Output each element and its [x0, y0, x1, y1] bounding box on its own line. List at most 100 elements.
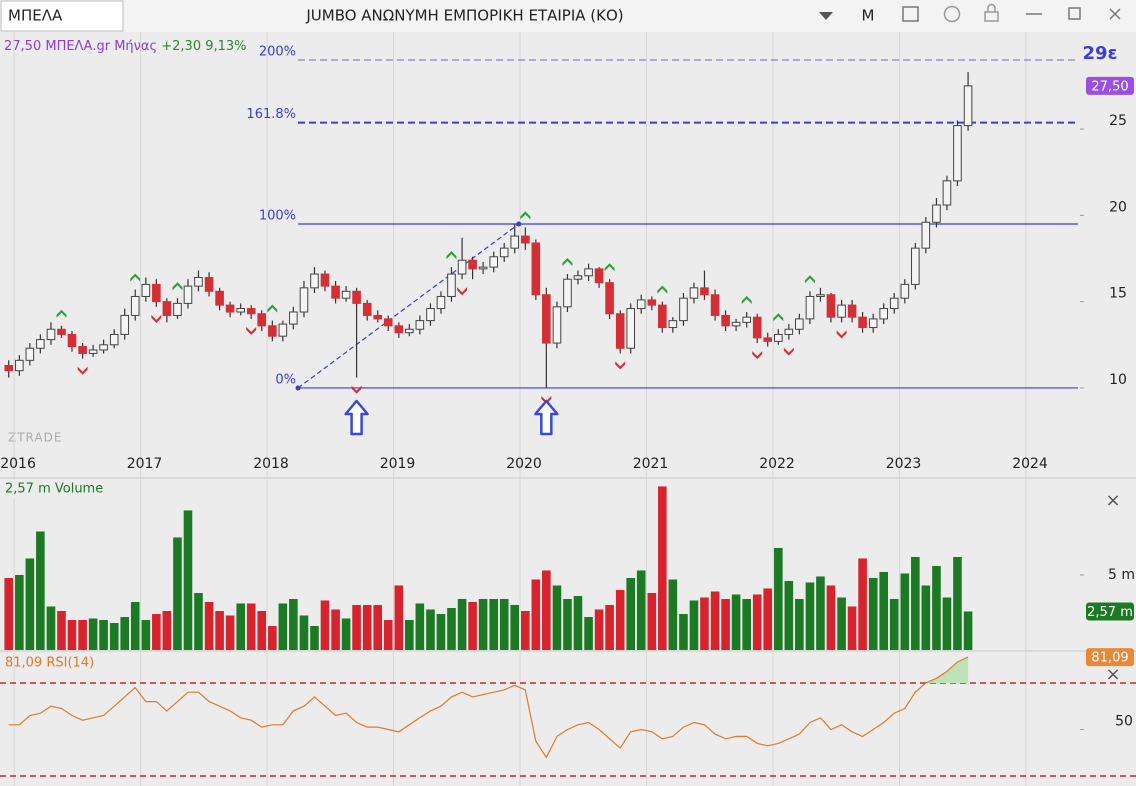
volume-bar — [352, 604, 361, 650]
candle-up — [310, 273, 319, 289]
volume-bar — [921, 585, 931, 650]
candle-up — [573, 275, 583, 280]
candle-up — [88, 349, 98, 354]
candle-down — [57, 328, 66, 335]
panel-close[interactable]: × — [1105, 490, 1120, 511]
volume-bar — [847, 606, 857, 650]
candle-up — [900, 283, 910, 299]
trendline-point — [516, 221, 522, 227]
candle-down — [362, 302, 372, 316]
volume-bar — [204, 601, 214, 650]
volume-bar — [932, 565, 941, 650]
volume-bar — [109, 622, 119, 650]
candle-down — [394, 325, 404, 334]
volume-bar — [710, 591, 720, 650]
candle-down — [700, 287, 709, 296]
volume-bar — [826, 585, 836, 650]
volume-bar — [510, 604, 520, 650]
symbol-box[interactable] — [0, 0, 124, 32]
volume-bar — [99, 619, 108, 650]
lock-icon[interactable] — [984, 11, 999, 22]
volume-bar — [130, 601, 140, 650]
candle-up — [109, 333, 119, 346]
volume-bar — [457, 598, 467, 650]
candle-down — [763, 337, 773, 342]
volume-bar — [774, 547, 783, 650]
volume-bar — [805, 582, 815, 650]
signal-up — [741, 296, 752, 305]
candle-up — [742, 316, 752, 323]
signal-down — [77, 366, 88, 375]
candle-up — [194, 276, 203, 287]
volume-bar — [700, 597, 709, 650]
volume-bar — [246, 603, 256, 650]
volume-bar — [36, 531, 45, 650]
candle-down — [78, 346, 87, 354]
candle-down — [858, 316, 867, 329]
volume-bar — [278, 603, 288, 650]
symbol[interactable]: ΜΠΕΛΑ — [8, 7, 63, 25]
signal-up — [773, 313, 784, 322]
fib-label: 0% — [275, 372, 296, 387]
candle-up — [953, 125, 962, 182]
candle-down — [67, 333, 77, 348]
volume-bar — [225, 615, 235, 650]
candle-up — [99, 344, 108, 351]
x-tick-label: 2016 — [0, 456, 36, 472]
volume-bar — [742, 598, 752, 650]
candle-up — [173, 302, 182, 316]
lock-shackle — [987, 3, 996, 12]
window-title: JUMBO ΑΝΩΝΥΜΗ ΕΜΠΟΡΙΚΗ ΕΤΑΙΡΙΑ (ΚΟ) — [305, 7, 623, 25]
x-tick-label: 2019 — [380, 456, 416, 472]
volume-bar — [542, 570, 551, 650]
candle-up — [478, 266, 488, 270]
volume-bar — [236, 603, 246, 650]
dropdown-arrow[interactable] — [819, 12, 833, 20]
candle-up — [130, 295, 140, 316]
signal-up — [657, 285, 668, 294]
candle-up — [183, 285, 193, 304]
volume-bar — [626, 577, 636, 650]
panel-close[interactable]: × — [1105, 664, 1120, 685]
layout-icon[interactable] — [902, 6, 919, 22]
candle-up — [668, 320, 678, 329]
volume-bar — [889, 598, 899, 650]
candle-up — [784, 328, 794, 335]
volume-bar — [668, 579, 678, 650]
volume-bar — [795, 598, 804, 650]
signal-up — [562, 258, 573, 267]
y-tick-label: 15 — [1109, 286, 1127, 302]
candle-up — [25, 347, 35, 361]
trendline — [297, 223, 520, 389]
target-label: 29ε — [1082, 43, 1117, 64]
candle-up — [405, 328, 414, 334]
candle-down — [152, 283, 161, 303]
candle-up — [120, 314, 130, 335]
x-tick-label: 2024 — [1012, 456, 1048, 472]
volume-bar — [299, 615, 309, 650]
candle-up — [552, 306, 562, 344]
close-icon[interactable] — [1109, 8, 1121, 20]
candle-up — [963, 85, 973, 127]
signal-up — [804, 275, 815, 284]
last-price-label: 27,50 — [1091, 79, 1128, 94]
volume-bar — [636, 570, 646, 650]
volume-title: 2,57 m Volume — [5, 482, 103, 497]
price-info-text: 27,50 ΜΠΕΛΑ.gr Μήνας — [4, 39, 157, 54]
period-button[interactable]: M — [862, 7, 875, 25]
candle-down — [225, 304, 235, 313]
candle-up — [15, 359, 24, 372]
last-volume-label-bg — [1086, 602, 1134, 621]
volume-bar — [162, 610, 172, 650]
candle-up — [679, 297, 688, 322]
candle-up — [563, 278, 572, 308]
y-tick-label: 10 — [1109, 372, 1127, 388]
candle-up — [626, 308, 636, 349]
maximize-icon[interactable] — [1068, 7, 1081, 20]
candle-down — [594, 268, 604, 284]
volume-bar — [594, 609, 604, 650]
candle-up — [689, 287, 699, 299]
volume-bar — [88, 618, 98, 650]
comment-icon[interactable] — [943, 5, 961, 23]
candle-up — [436, 295, 446, 310]
